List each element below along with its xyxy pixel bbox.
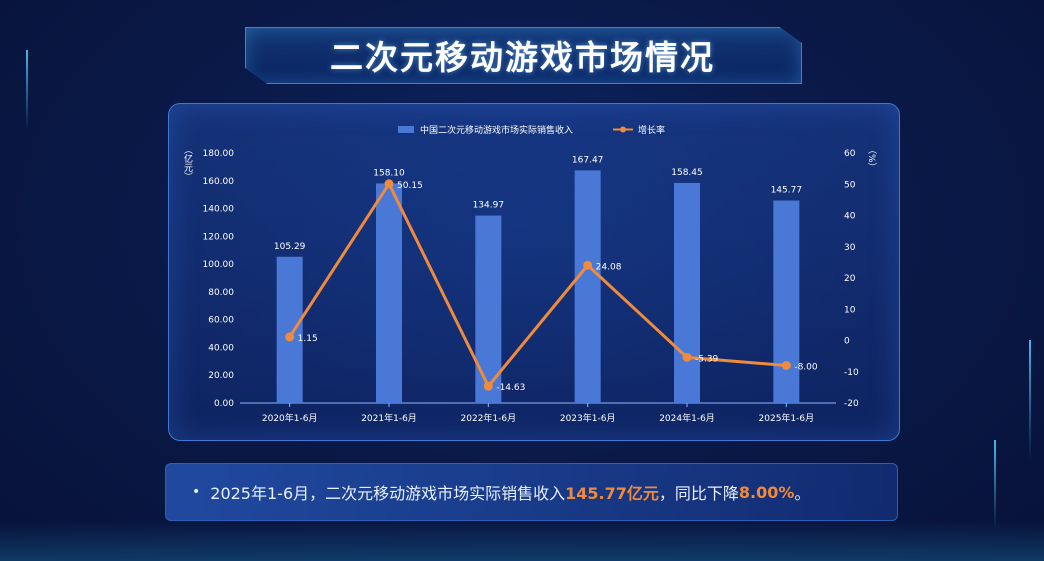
growth-value-label: 50.15 [397,181,423,191]
bar-value-label: 145.77 [771,186,803,196]
growth-value-label: -8.00 [794,363,818,373]
right-tick-label: 0 [844,337,850,347]
decor-bottom-wave [0,521,1044,561]
growth-value-label: -5.39 [695,354,719,364]
x-tick-label: 2025年1-6月 [759,412,815,424]
growth-value-label: 1.15 [298,334,318,344]
x-tick-label: 2021年1-6月 [361,412,417,424]
growth-point [781,361,791,370]
bar-value-label: 158.45 [671,168,703,178]
x-tick-label: 2023年1-6月 [560,412,616,424]
legend-bar-label: 中国二次元移动游戏市场实际销售收入 [420,124,573,136]
summary-text-1: 2025年1-6月，二次元移动游戏市场实际销售收入 [210,484,566,503]
left-tick-label: 180.00 [203,149,235,159]
right-tick-label: -20 [844,399,859,409]
growth-point [285,332,295,342]
x-tick-label: 2024年1-6月 [659,412,715,424]
left-tick-label: 100.00 [203,260,235,270]
left-tick-label: 140.00 [203,205,235,215]
bar-value-label: 167.47 [572,155,604,165]
decor-line-left [26,50,28,130]
right-tick-label: 20 [844,274,856,284]
left-tick-label: 80.00 [208,288,234,298]
growth-point [384,179,394,189]
legend: 中国二次元移动游戏市场实际销售收入 增长率 [398,124,665,136]
decor-line-right-2 [1029,340,1031,460]
right-tick-label: -10 [844,368,859,378]
right-tick-label: 60 [844,149,856,159]
right-tick-label: 10 [844,305,856,315]
bar [276,256,303,403]
title-frame [245,27,802,84]
bar-value-label: 134.97 [473,201,505,211]
growth-value-label: 24.08 [596,262,622,272]
page-title: 二次元移动游戏市场情况 [330,37,715,77]
right-axis-unit: （%） [866,145,877,172]
growth-point [483,381,493,391]
bar-value-label: 158.10 [373,168,405,178]
left-tick-label: 160.00 [203,177,235,187]
summary-bullet: • [192,484,201,500]
x-tick-label: 2020年1-6月 [262,412,318,424]
bar [773,200,800,403]
growth-line [288,182,787,388]
bar-value-label: 105.29 [274,242,306,252]
growth-point [583,260,593,270]
legend-line-marker [620,126,626,133]
left-tick-label: 20.00 [208,371,234,381]
plot-area: 0.00 20.00 40.00 60.00 80.00 100.00 120.00 140.… [203,149,859,424]
left-tick-label: 0.00 [214,399,234,409]
legend-line-label: 增长率 [638,124,665,136]
growth-value-label: -14.63 [496,383,525,393]
right-tick-label: 30 [844,243,856,253]
summary-rate: 8.00% [738,482,795,502]
bar [376,183,402,403]
left-tick-label: 60.00 [208,316,234,326]
summary-bar: • 2025年1-6月，二次元移动游戏市场实际销售收入 145.77亿元 ，同比… [165,463,898,521]
right-tick-label: 50 [844,180,856,190]
bar [674,182,700,403]
summary-text-3: 。 [794,484,811,503]
summary-text-2: ，同比下降 [658,484,739,503]
decor-line-right-1 [994,440,996,530]
bar [574,170,601,403]
x-tick-label: 2022年1-6月 [461,412,517,424]
growth-point [682,352,692,362]
legend-bar-swatch [398,126,414,133]
left-tick-label: 40.00 [208,343,234,353]
right-tick-label: 40 [844,212,856,222]
summary-value: 145.77亿元 [565,484,659,503]
left-axis-unit: （亿元） [182,145,193,181]
left-tick-label: 120.00 [203,232,235,242]
